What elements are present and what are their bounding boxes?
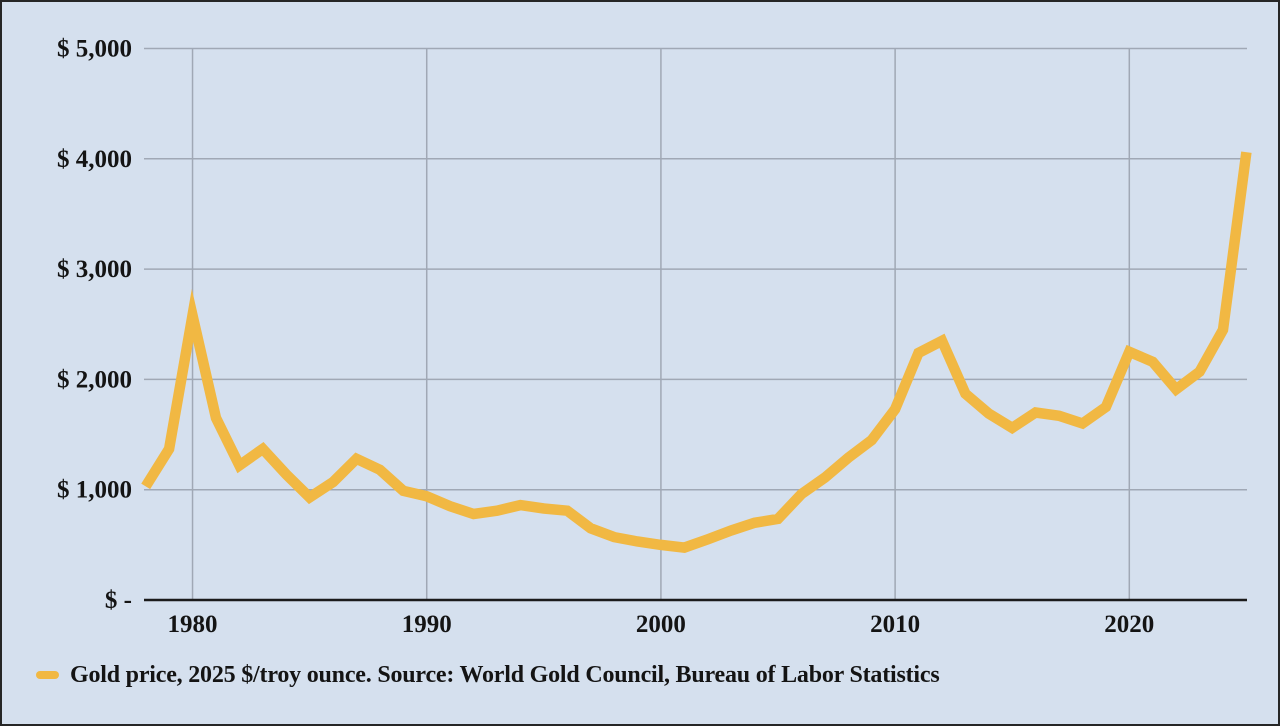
y-axis-tick-label: $ 2,000 [57, 366, 132, 393]
y-axis-tick-label: $ 1,000 [57, 477, 132, 504]
chart-legend: Gold price, 2025 $/troy ounce. Source: W… [36, 660, 940, 690]
y-axis-tick-label: $ 4,000 [57, 146, 132, 173]
y-axis-tick-label: $ - [105, 587, 132, 614]
legend-line-swatch [36, 671, 59, 679]
x-axis-tick-label: 2000 [636, 611, 686, 638]
gold-price-series-line [141, 151, 1252, 553]
legend-label: Gold price, 2025 $/troy ounce. Source: W… [70, 661, 940, 688]
x-axis-tick-label: 1990 [402, 611, 452, 638]
x-axis-tick-label: 2020 [1104, 611, 1154, 638]
x-axis-tick-label: 2010 [870, 611, 920, 638]
x-axis-tick-label: 1980 [168, 611, 218, 638]
y-axis-tick-label: $ 5,000 [57, 36, 132, 63]
y-axis-tick-label: $ 3,000 [57, 256, 132, 283]
